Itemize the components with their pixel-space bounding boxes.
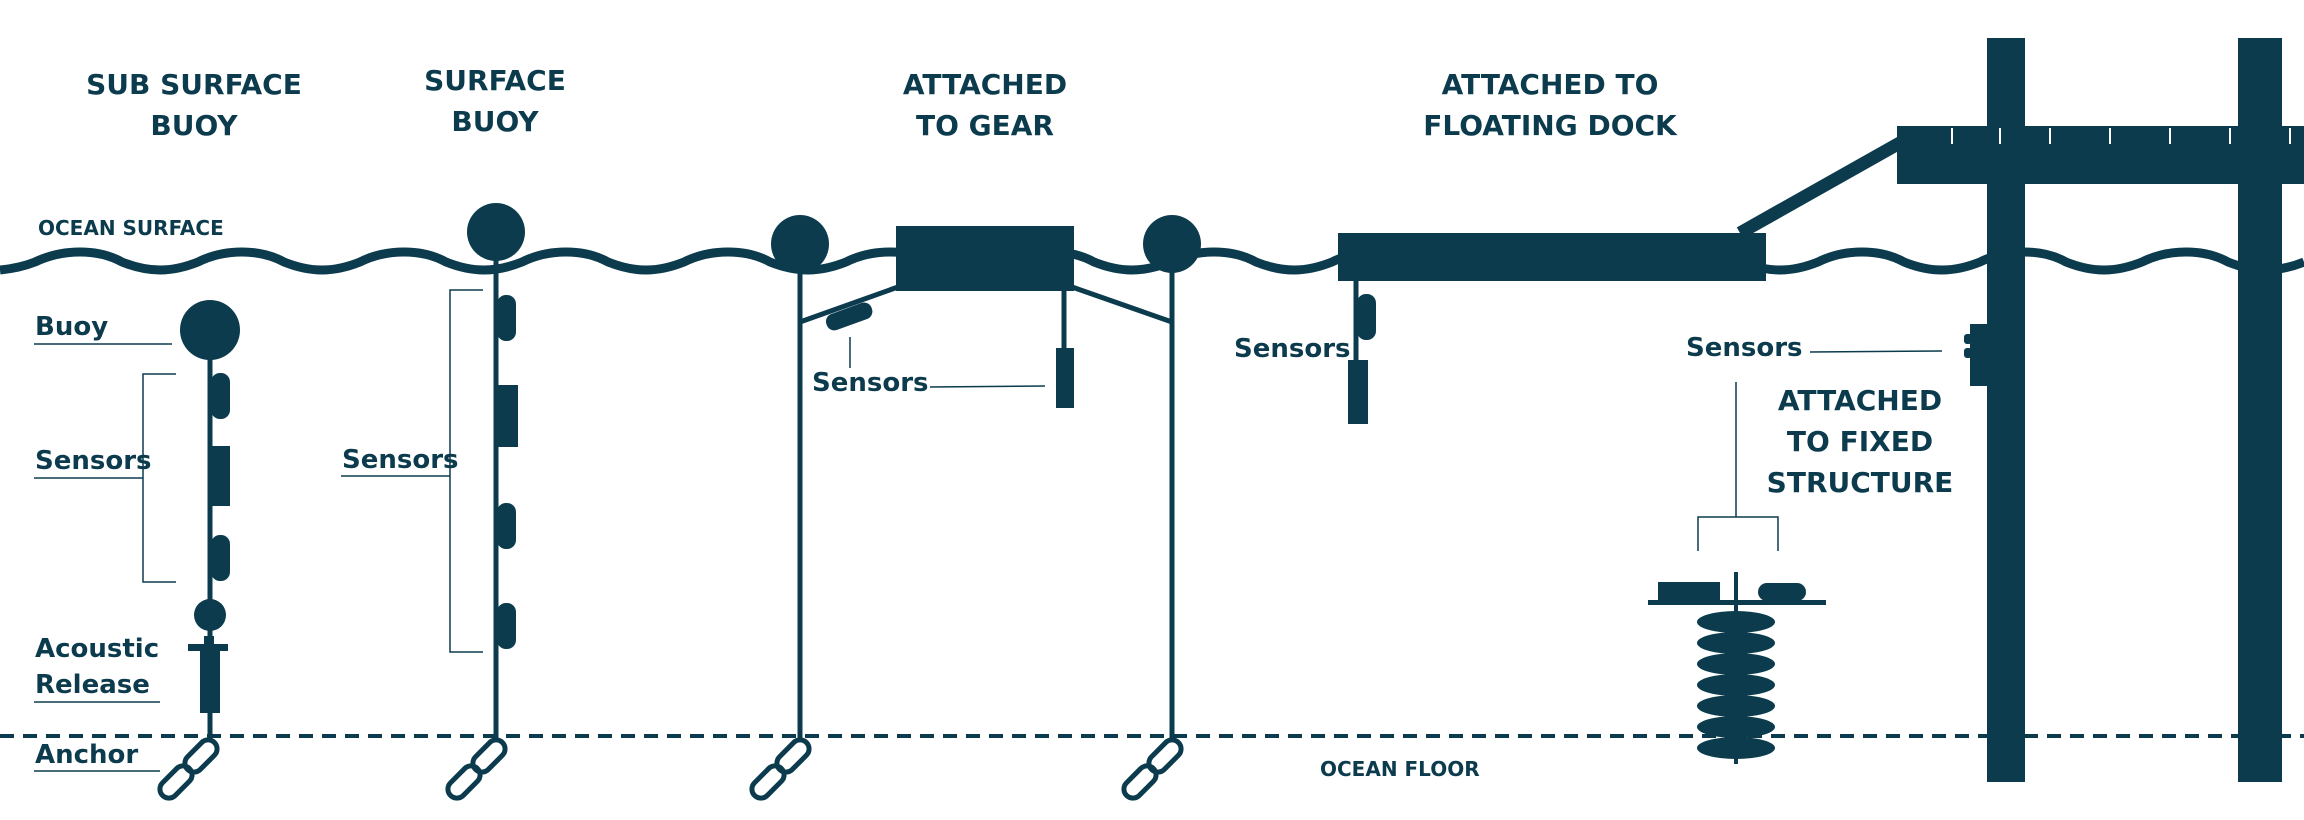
sensors-label-sub-surface: Sensors (35, 446, 152, 476)
ocean-floor-label: OCEAN FLOOR (1320, 757, 1480, 781)
heading-attached-to-fixed-structure: ATTACHED TO FIXED STRUCTURE (1740, 380, 1980, 503)
heading-attached-to-gear: ATTACHED TO GEAR (885, 64, 1085, 146)
sensors-label-gear: Sensors (812, 368, 929, 398)
acoustic-release-label: Acoustic Release (35, 631, 159, 703)
anchor-chain-1 (157, 737, 220, 801)
heading-sub-surface-buoy: SUB SURFACE BUOY (84, 64, 304, 146)
ocean-surface-label: OCEAN SURFACE (38, 216, 224, 240)
heading-surface-buoy: SURFACE BUOY (395, 60, 595, 142)
heading-line: ATTACHED (902, 68, 1068, 101)
sensors-label-surface-buoy: Sensors (342, 445, 459, 475)
anchor-chain-2 (445, 737, 508, 801)
gear-mooring (771, 215, 1201, 740)
anchor-chain-3 (749, 737, 1184, 801)
anchor-label: Anchor (35, 740, 139, 770)
ocean-surface-wave (0, 247, 2304, 275)
heading-line: TO FIXED (1786, 425, 1934, 458)
floating-dock (1338, 134, 1909, 424)
acoustic-release-line: Acoustic (35, 634, 160, 664)
sensors-label-fixed-structure: Sensors (1686, 333, 1803, 363)
sensors-label-floating-dock: Sensors (1234, 334, 1351, 364)
acoustic-release-line: Release (35, 670, 150, 700)
heading-line: ATTACHED (1777, 384, 1943, 417)
fixed-structure-callouts (1697, 350, 1943, 551)
heading-line: BUOY (150, 109, 238, 142)
heading-attached-to-floating-dock: ATTACHED TO FLOATING DOCK (1400, 64, 1700, 146)
fixed-pier (1897, 38, 2304, 782)
heading-line: FLOATING DOCK (1423, 109, 1677, 142)
gear-callouts (849, 337, 1046, 388)
heading-line: ATTACHED TO (1441, 68, 1659, 101)
surface-buoy-callouts (341, 289, 483, 653)
heading-line: STRUCTURE (1766, 466, 1954, 499)
buoy-label: Buoy (35, 312, 109, 342)
heading-line: SUB SURFACE (86, 68, 302, 101)
sub-surface-buoy-mooring (180, 300, 240, 740)
heading-line: SURFACE (424, 64, 566, 97)
surface-buoy-mooring (467, 203, 525, 740)
heading-line: BUOY (451, 105, 539, 138)
heading-line: TO GEAR (916, 109, 1054, 142)
sub-surface-callouts (34, 343, 176, 772)
fixed-structure-sensor-frame (1648, 572, 1826, 764)
